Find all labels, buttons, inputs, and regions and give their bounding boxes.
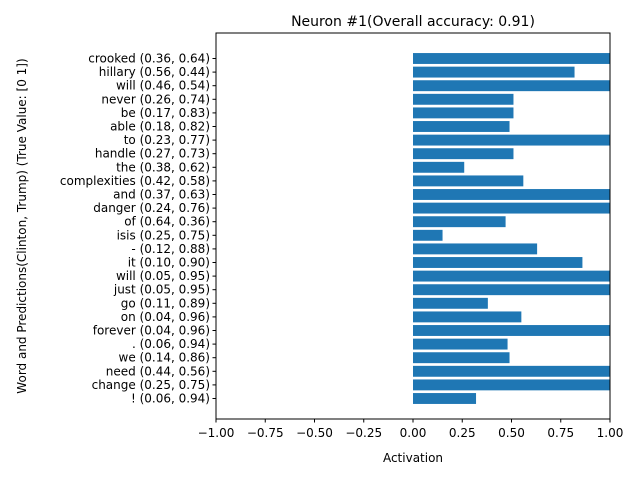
y-tick-label: crooked (0.36, 0.64) <box>88 52 210 66</box>
bar <box>413 365 610 377</box>
y-tick-label: just (0.05, 0.95) <box>113 283 210 297</box>
x-tick-label: 0.00 <box>400 426 427 440</box>
y-tick-label: hillary (0.56, 0.44) <box>99 65 210 79</box>
bar <box>413 243 538 255</box>
y-tick-label: the (0.38, 0.62) <box>116 160 210 174</box>
bar <box>413 53 610 64</box>
bar <box>413 284 610 296</box>
y-tick-label: need (0.44, 0.56) <box>106 364 210 378</box>
y-tick-label: able (0.18, 0.82) <box>110 120 210 134</box>
bar <box>413 66 575 78</box>
bar <box>413 270 610 282</box>
x-tick-label: −0.50 <box>296 426 333 440</box>
y-tick-label: forever (0.04, 0.96) <box>93 324 210 338</box>
bar <box>413 93 514 105</box>
x-tick-label: −1.00 <box>198 426 235 440</box>
y-tick-label: ! (0.06, 0.94) <box>131 392 210 406</box>
bar <box>413 325 610 336</box>
x-tick-label: 1.00 <box>597 426 624 440</box>
chart-title: Neuron #1(Overall accuracy: 0.91) <box>291 14 535 30</box>
y-axis-ticks: crooked (0.36, 0.64)hillary (0.56, 0.44)… <box>60 52 216 406</box>
y-tick-label: on (0.04, 0.96) <box>121 310 210 324</box>
y-tick-label: complexities (0.42, 0.58) <box>60 174 210 188</box>
bar <box>413 216 506 228</box>
bar <box>413 393 477 404</box>
x-tick-label: 0.50 <box>498 426 525 440</box>
y-tick-label: will (0.46, 0.54) <box>116 79 210 93</box>
y-tick-label: - (0.12, 0.88) <box>131 242 210 256</box>
x-axis-ticks: −1.00 −0.75 −0.50 −0.25 0.00 0.25 0.50 0.75 1.00 <box>198 419 624 440</box>
bars-group <box>413 53 610 404</box>
y-tick-label: change (0.25, 0.75) <box>92 378 210 392</box>
x-axis-title: Activation <box>383 451 443 465</box>
y-tick-label: danger (0.24, 0.76) <box>93 201 210 215</box>
bar <box>413 352 510 364</box>
bar <box>413 121 510 132</box>
y-tick-label: isis (0.25, 0.75) <box>117 228 210 242</box>
bar <box>413 107 514 119</box>
bar <box>413 161 465 173</box>
y-tick-label: never (0.26, 0.74) <box>101 92 210 106</box>
bar <box>413 202 610 214</box>
y-tick-label: and (0.37, 0.63) <box>113 188 210 202</box>
bar <box>413 311 522 323</box>
bar <box>413 229 443 241</box>
y-tick-label: we (0.14, 0.86) <box>119 351 210 365</box>
y-tick-label: . (0.06, 0.94) <box>132 337 210 351</box>
x-tick-label: 0.75 <box>547 426 574 440</box>
y-tick-label: go (0.11, 0.89) <box>121 296 210 310</box>
y-tick-label: will (0.05, 0.95) <box>116 269 210 283</box>
bar <box>413 175 524 187</box>
y-tick-label: be (0.17, 0.83) <box>121 106 210 120</box>
bar <box>413 297 488 309</box>
y-tick-label: of (0.64, 0.36) <box>124 215 210 229</box>
bar <box>413 80 610 92</box>
y-tick-label: handle (0.27, 0.73) <box>95 147 210 161</box>
bar <box>413 379 610 391</box>
bar <box>413 338 508 350</box>
bar <box>413 257 583 268</box>
bar <box>413 148 514 160</box>
x-tick-label: −0.75 <box>247 426 284 440</box>
plot-frame <box>215 32 611 420</box>
y-tick-label: to (0.23, 0.77) <box>124 133 210 147</box>
bar <box>413 134 610 146</box>
y-tick-label: it (0.10, 0.90) <box>128 256 210 270</box>
x-tick-label: 0.25 <box>449 426 476 440</box>
y-axis-title: Word and Predictions(Clinton, Trump) (Tr… <box>15 58 29 393</box>
bar <box>413 189 610 200</box>
x-tick-label: −0.25 <box>345 426 382 440</box>
